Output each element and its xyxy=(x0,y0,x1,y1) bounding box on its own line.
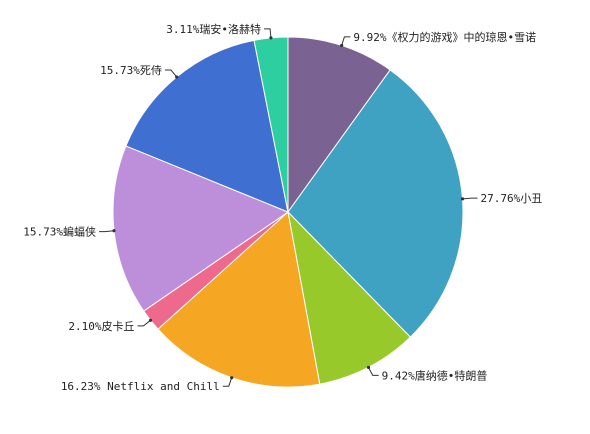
pie-label-4: 2.10%皮卡丘 xyxy=(68,320,134,333)
pie-leader-dot-6 xyxy=(175,75,179,79)
pie-leader-line-0 xyxy=(341,36,351,46)
pie-labels: 9.92%《权力的游戏》中的琼恩•雪诺 27.76%小丑 9.42%唐纳德•特朗普 1… xyxy=(23,22,542,393)
pie-label-name-5: 蝙蝠侠 xyxy=(63,225,96,239)
pie-leader-line-6 xyxy=(164,69,178,78)
pie-leader-dot-7 xyxy=(269,36,273,40)
pie-label-2: 9.42%唐纳德•特朗普 xyxy=(382,368,488,382)
pie-leader-dot-4 xyxy=(148,318,153,322)
pie-label-3: 16.23% Netflix and Chill xyxy=(61,380,220,393)
pie-label-percent-6: 15.73% xyxy=(100,64,140,77)
pie-leader-lines xyxy=(99,28,478,387)
pie-label-percent-5: 15.73% xyxy=(23,226,63,239)
pie-label-percent-2: 9.42% xyxy=(382,369,415,382)
pie-leader-dot-1 xyxy=(460,197,465,201)
pie-label-percent-4: 2.10% xyxy=(68,320,101,333)
pie-leader-line-4 xyxy=(137,319,151,327)
pie-label-name-4: 皮卡丘 xyxy=(101,320,134,333)
pie-label-percent-7: 3.11% xyxy=(166,23,199,36)
pie-leader-line-2 xyxy=(368,367,379,376)
pie-label-name-3: Netflix and Chill xyxy=(101,380,220,393)
pie-label-0: 9.92%《权力的游戏》中的琼恩•雪诺 xyxy=(353,30,536,44)
pie-label-percent-0: 9.92% xyxy=(353,31,386,44)
pie-leader-line-3 xyxy=(222,377,233,387)
pie-label-name-0: 《权力的游戏》中的琼恩•雪诺 xyxy=(387,30,537,44)
pie-leader-line-5 xyxy=(99,230,115,233)
pie-label-name-6: 死侍 xyxy=(140,64,162,77)
pie-slices xyxy=(112,36,464,388)
pie-leader-dot-3 xyxy=(230,376,234,380)
pie-leader-dot-2 xyxy=(366,365,371,369)
pie-leader-dot-0 xyxy=(340,43,344,48)
pie-label-name-7: 瑞安•洛赫特 xyxy=(199,22,261,36)
pie-label-percent-3: 16.23% xyxy=(61,380,101,393)
pie-label-percent-1: 27.76% xyxy=(480,192,520,205)
pie-label-7: 3.11%瑞安•洛赫特 xyxy=(166,22,261,36)
pie-leader-dot-5 xyxy=(112,229,116,233)
pie-label-name-1: 小丑 xyxy=(520,192,542,205)
pie-label-name-2: 唐纳德•特朗普 xyxy=(415,368,488,382)
pie-label-6: 15.73%死侍 xyxy=(100,64,162,77)
pie-label-5: 15.73%蝙蝠侠 xyxy=(23,225,96,239)
pie-leader-line-1 xyxy=(462,197,478,200)
pie-leader-line-7 xyxy=(264,28,272,38)
pie-label-1: 27.76%小丑 xyxy=(480,192,542,205)
